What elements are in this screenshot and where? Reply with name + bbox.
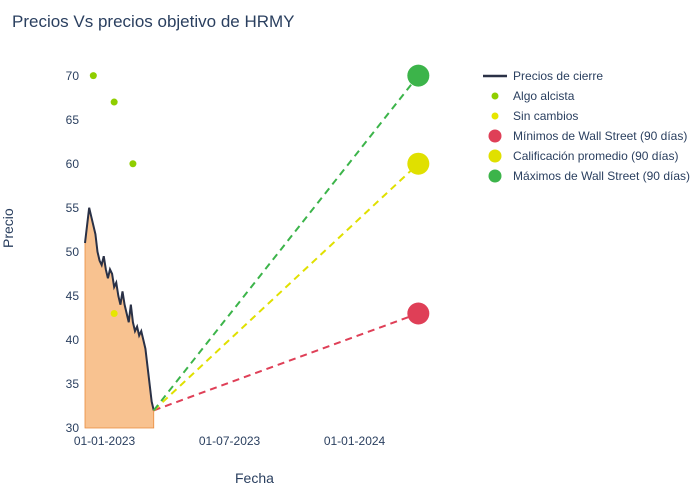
legend-label: Mínimos de Wall Street (90 días): [513, 129, 687, 143]
legend-swatch: [483, 129, 507, 143]
y-tick-label: 50: [66, 245, 79, 259]
projection-line-avg: [154, 164, 419, 411]
legend-item: Máximos de Wall Street (90 días): [483, 166, 690, 186]
plot-area: [85, 58, 460, 428]
projection-dot-avg: [407, 153, 429, 175]
projection-line-high: [154, 76, 419, 411]
y-tick-label: 45: [66, 289, 79, 303]
y-axis-label: Precio: [0, 208, 16, 248]
legend-item: Precios de cierre: [483, 66, 690, 86]
projection-line-low: [154, 313, 419, 410]
y-tick-label: 40: [66, 333, 79, 347]
x-tick-label: 01-07-2023: [199, 434, 260, 448]
legend-swatch: [483, 149, 507, 163]
y-tick-label: 55: [66, 201, 79, 215]
bullish-point: [111, 99, 118, 106]
legend-label: Sin cambios: [513, 109, 578, 123]
y-tick-label: 35: [66, 377, 79, 391]
x-axis-label: Fecha: [235, 470, 274, 486]
x-tick-label: 01-01-2023: [74, 434, 135, 448]
projection-dot-low: [407, 302, 429, 324]
legend: Precios de cierre Algo alcista Sin cambios…: [483, 66, 690, 186]
y-tick-label: 30: [66, 421, 79, 435]
legend-label: Algo alcista: [513, 89, 574, 103]
legend-label: Precios de cierre: [513, 69, 603, 83]
legend-label: Calificación promedio (90 días): [513, 149, 678, 163]
chart-svg: [85, 58, 460, 428]
legend-item: Sin cambios: [483, 106, 690, 126]
chart-title: Precios Vs precios objetivo de HRMY: [12, 12, 295, 32]
x-tick-label: 01-01-2024: [324, 434, 385, 448]
legend-label: Máximos de Wall Street (90 días): [513, 169, 690, 183]
legend-swatch: [483, 89, 507, 103]
legend-swatch: [483, 69, 507, 83]
bullish-point: [90, 72, 97, 79]
y-tick-label: 60: [66, 157, 79, 171]
y-tick-label: 70: [66, 69, 79, 83]
projection-dot-high: [407, 65, 429, 87]
legend-item: Mínimos de Wall Street (90 días): [483, 126, 690, 146]
neutral-point: [111, 310, 118, 317]
legend-item: Calificación promedio (90 días): [483, 146, 690, 166]
legend-swatch: [483, 169, 507, 183]
bullish-point: [129, 160, 136, 167]
legend-swatch: [483, 109, 507, 123]
y-tick-label: 65: [66, 113, 79, 127]
legend-item: Algo alcista: [483, 86, 690, 106]
